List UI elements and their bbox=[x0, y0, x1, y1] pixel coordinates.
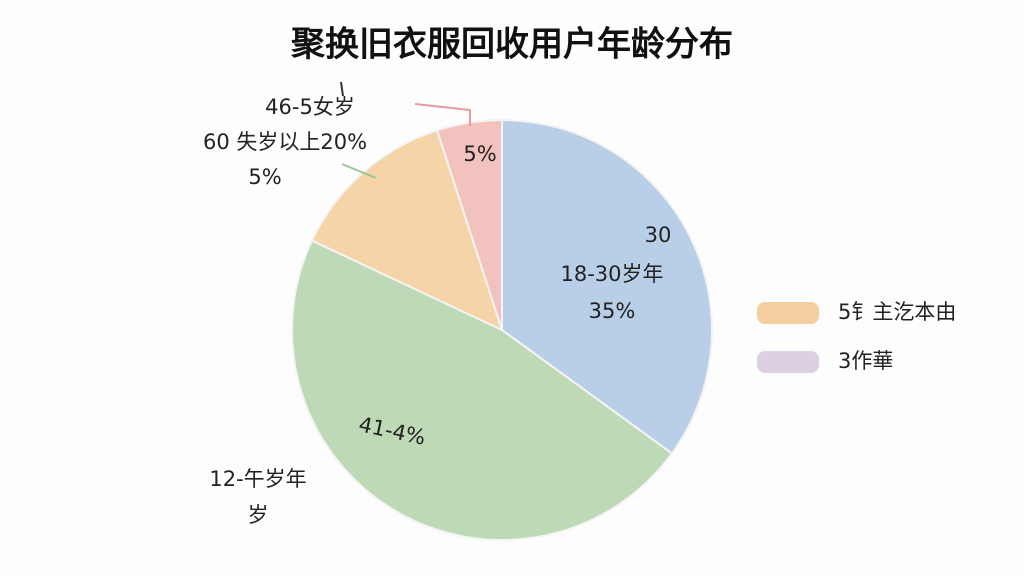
annotation: 岁 bbox=[248, 503, 269, 527]
leader-line bbox=[414, 103, 471, 126]
pie bbox=[291, 118, 713, 541]
annotation: 18-30岁年 bbox=[560, 262, 663, 286]
annotation: 46-5女岁 bbox=[265, 95, 355, 119]
annotation: 60 失岁以上20% bbox=[203, 130, 367, 154]
annotation: 5% bbox=[248, 165, 281, 189]
legend-label: 5钅主汔本由 bbox=[838, 300, 956, 324]
legend-label: 3作華 bbox=[838, 349, 893, 373]
leader-line bbox=[341, 163, 377, 179]
tick bbox=[340, 81, 344, 97]
legend-swatch bbox=[757, 351, 819, 373]
annotation: 35% bbox=[589, 299, 636, 323]
annotation: 5% bbox=[463, 142, 496, 166]
legend-swatch bbox=[757, 302, 819, 324]
chart-title: 聚换旧衣服回收用户年龄分布 bbox=[290, 25, 733, 65]
annotation: 12-午岁年 bbox=[209, 467, 306, 491]
annotation: 30 bbox=[645, 223, 672, 247]
pie-slice bbox=[291, 239, 674, 541]
pie-slice bbox=[501, 118, 713, 455]
